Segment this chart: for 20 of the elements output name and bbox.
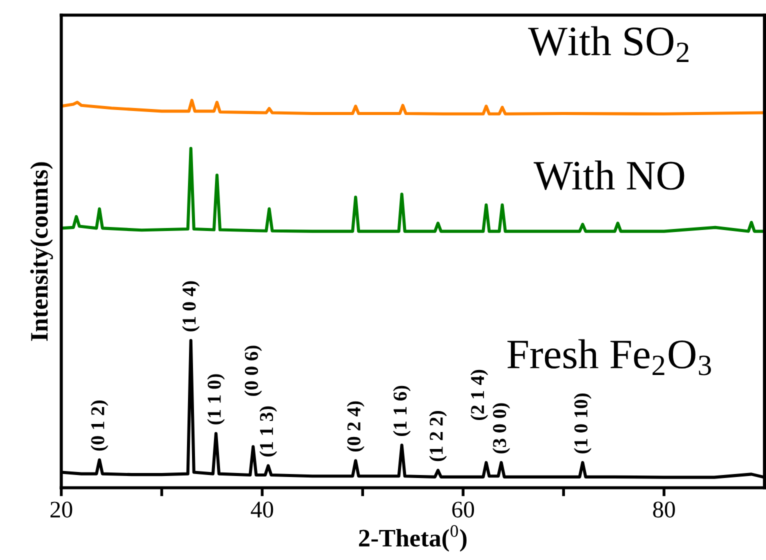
annotation: (0 2 4) bbox=[346, 401, 364, 452]
annotation: (2 1 4) bbox=[470, 370, 488, 420]
series-label: With NO bbox=[534, 160, 684, 190]
series-label: With SO$_{2}$ bbox=[528, 26, 688, 62]
annotation: (0 1 2) bbox=[90, 400, 108, 451]
text: Fresh Fe$_{2}$O$_{3}$ bbox=[507, 339, 711, 376]
x-tick-label: 80 bbox=[653, 502, 675, 518]
x-tick-label: 20 bbox=[50, 502, 72, 518]
x-axis-title: 2-Theta($^{0}$) bbox=[359, 525, 467, 552]
annotation: (0 0 6) bbox=[244, 346, 262, 396]
annotation: (1 1 3) bbox=[259, 406, 278, 456]
x-tick-label: 40 bbox=[250, 502, 274, 518]
annotation: (1 2 2) bbox=[429, 411, 447, 462]
annotation: (1 0 10) bbox=[574, 394, 592, 454]
y-axis-title: Intensity(counts) bbox=[30, 162, 53, 341]
annotation: (3 0 0) bbox=[492, 403, 510, 454]
annotation: (1 1 0) bbox=[207, 374, 225, 424]
x-tick-label: 60 bbox=[452, 502, 474, 518]
annotation: (1 0 4) bbox=[182, 281, 200, 332]
annotation: (1 1 6) bbox=[393, 386, 411, 436]
